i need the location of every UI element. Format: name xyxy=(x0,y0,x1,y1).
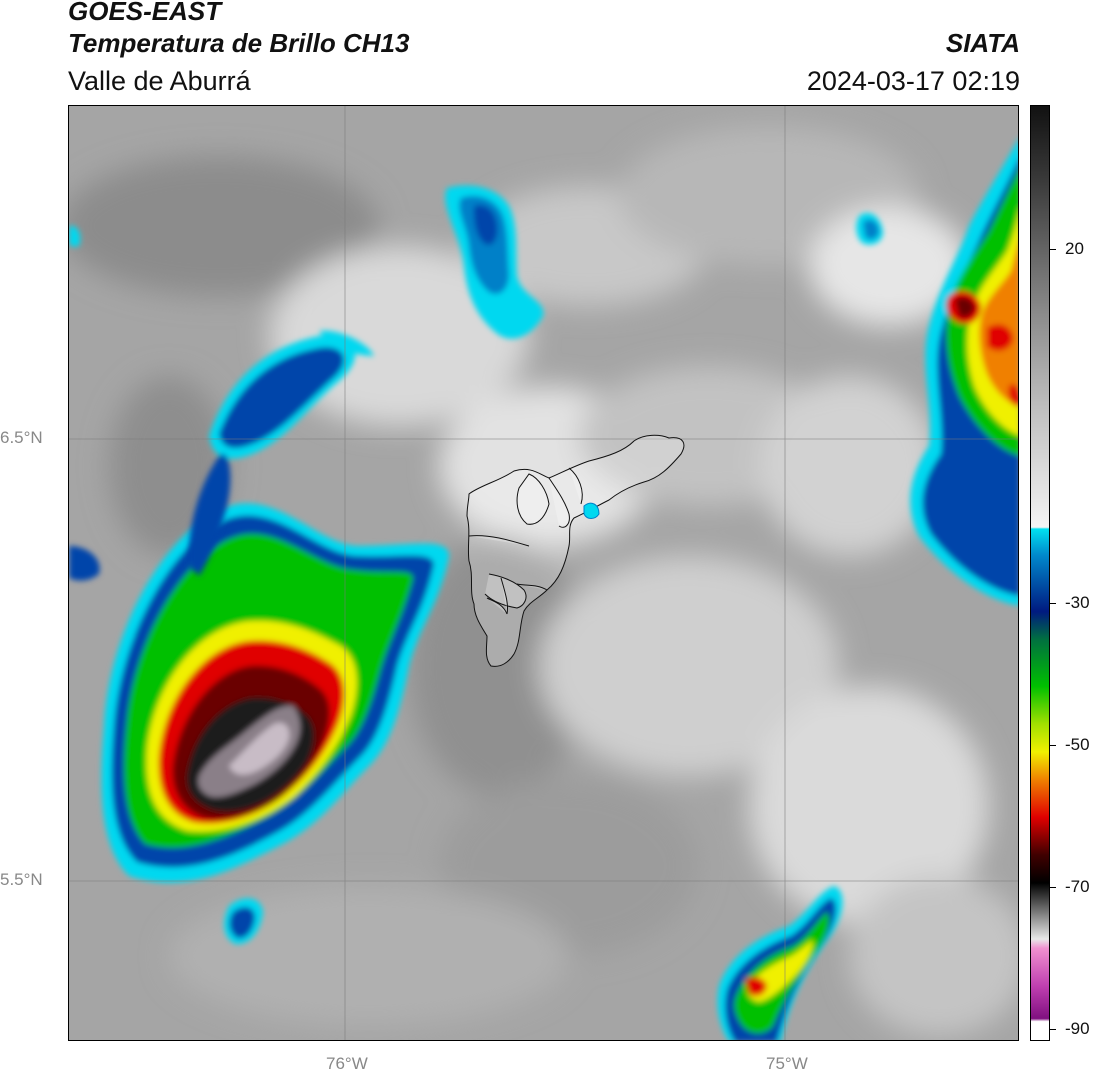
colorbar-gradient xyxy=(1031,106,1049,1040)
storm-cell-east xyxy=(910,139,1018,606)
colorbar-label-minus70: -70 xyxy=(1065,877,1090,896)
colorbar-tick xyxy=(1050,1029,1056,1030)
cloud-fragment-west xyxy=(69,225,100,581)
storm-cell-north xyxy=(445,185,544,339)
storm-cell-southeast xyxy=(717,886,843,1040)
map-canvas xyxy=(69,106,1018,1040)
colorbar xyxy=(1030,105,1050,1041)
cloud-texture xyxy=(69,126,1018,1036)
colorbar-label-minus50: -50 xyxy=(1065,735,1090,754)
product-title: Temperatura de Brillo CH13 xyxy=(68,28,410,58)
graticule xyxy=(69,106,1018,1040)
colorbar-label-20: 20 xyxy=(1065,239,1084,258)
satellite-title: GOES-EAST xyxy=(68,0,222,26)
colorbar-tick xyxy=(1050,603,1056,604)
lon-label-76W: 76°W xyxy=(326,1054,368,1073)
organization-label: SIATA xyxy=(945,28,1020,58)
cloud-band-northwest xyxy=(188,330,374,576)
colorbar-label-minus90: -90 xyxy=(1065,1019,1090,1038)
storm-cell-southwest xyxy=(101,503,449,883)
lon-label-75W: 75°W xyxy=(766,1054,808,1073)
colorbar-tick xyxy=(1050,745,1056,746)
lat-label-6-5N: 6.5°N xyxy=(0,428,43,447)
colorbar-tick xyxy=(1050,887,1056,888)
municipal-boundaries xyxy=(466,434,685,667)
datetime-label: 2024-03-17 02:19 xyxy=(806,66,1020,96)
colorbar-label-minus30: -30 xyxy=(1065,593,1090,612)
colorbar-tick xyxy=(1050,249,1056,250)
cloud-fragment-central xyxy=(583,502,600,519)
cloud-fragment-south xyxy=(224,898,263,945)
cloud-fragment-northeast xyxy=(856,212,883,245)
region-label: Valle de Aburrá xyxy=(68,66,251,96)
lat-label-5-5N: 5.5°N xyxy=(0,870,43,889)
brightness-temperature-map[interactable] xyxy=(68,105,1019,1041)
